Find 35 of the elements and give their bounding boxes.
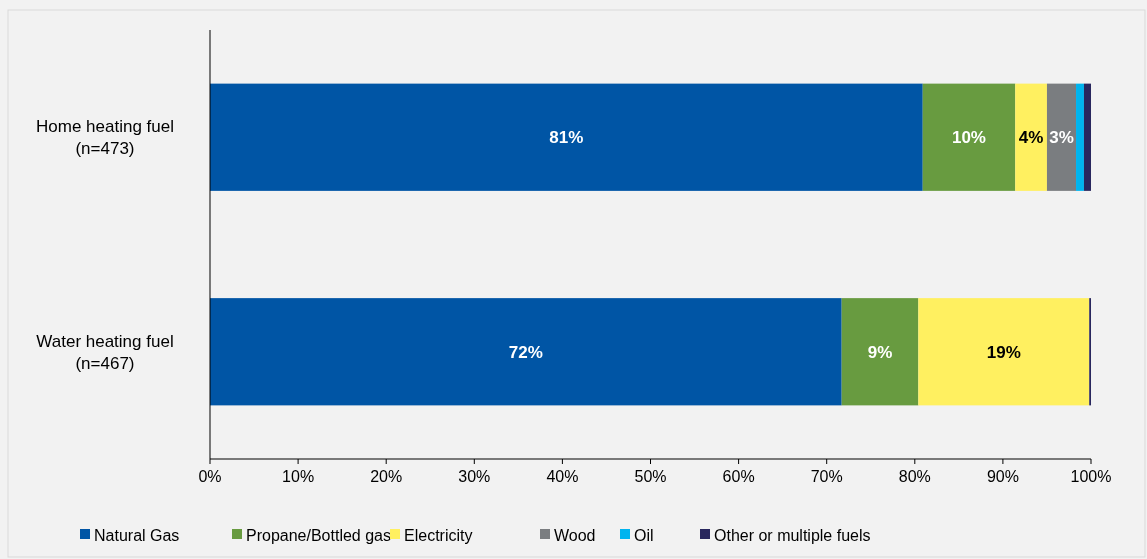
legend-label: Natural Gas	[94, 526, 180, 544]
bar	[841, 298, 919, 406]
bar	[1046, 83, 1077, 191]
legend-label: Propane/Bottled gas	[246, 526, 391, 544]
data-label: 4%	[1018, 128, 1044, 148]
x-tick-label: 40%	[546, 468, 579, 485]
x-tick-label: 10%	[282, 468, 315, 485]
x-tick-label: 0%	[198, 468, 222, 485]
x-tick-label: 50%	[634, 468, 667, 485]
x-tick-label: 20%	[370, 468, 403, 485]
data-label: 3%	[1049, 128, 1074, 148]
bar	[1083, 83, 1091, 191]
x-tick-label: 100%	[1070, 468, 1112, 485]
data-label: 9%	[867, 342, 893, 362]
data-label: 72%	[508, 342, 543, 362]
bar	[1015, 83, 1047, 191]
bar	[210, 298, 842, 406]
data-label: 81%	[549, 128, 584, 148]
bar	[918, 298, 1090, 406]
x-tick-label: 90%	[986, 468, 1019, 485]
x-tick-label: 60%	[722, 468, 755, 485]
bar	[210, 83, 923, 191]
data-label: 10%	[951, 128, 986, 148]
legend-label: Other or multiple fuels	[714, 526, 871, 544]
legend-label: Electricity	[404, 526, 473, 544]
data-label: 19%	[986, 342, 1021, 362]
x-tick-label: 30%	[458, 468, 491, 485]
legend-label: Wood	[554, 526, 596, 544]
bar	[922, 83, 1016, 191]
y-tick-label: Water heating fuel (n=467)	[36, 331, 174, 373]
legend-label: Oil	[634, 526, 654, 544]
y-tick-label: Home heating fuel (n=473)	[36, 117, 174, 159]
x-tick-label: 70%	[810, 468, 843, 485]
bar	[1076, 83, 1084, 191]
x-tick-label: 80%	[898, 468, 931, 485]
